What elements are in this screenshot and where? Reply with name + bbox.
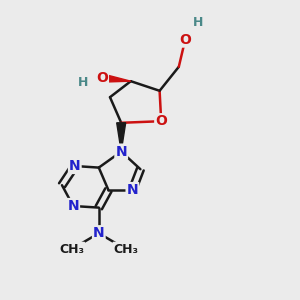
Text: N: N [68,199,79,213]
Text: N: N [116,145,127,159]
Text: H: H [78,76,88,89]
Text: CH₃: CH₃ [59,243,84,256]
Text: O: O [155,114,167,128]
Text: O: O [96,71,108,85]
Text: O: O [179,33,191,46]
Text: CH₃: CH₃ [113,243,139,256]
Polygon shape [117,123,126,152]
Text: N: N [127,183,138,197]
Text: H: H [193,16,203,29]
Polygon shape [101,74,131,82]
Text: N: N [93,226,105,240]
Text: N: N [69,159,81,173]
